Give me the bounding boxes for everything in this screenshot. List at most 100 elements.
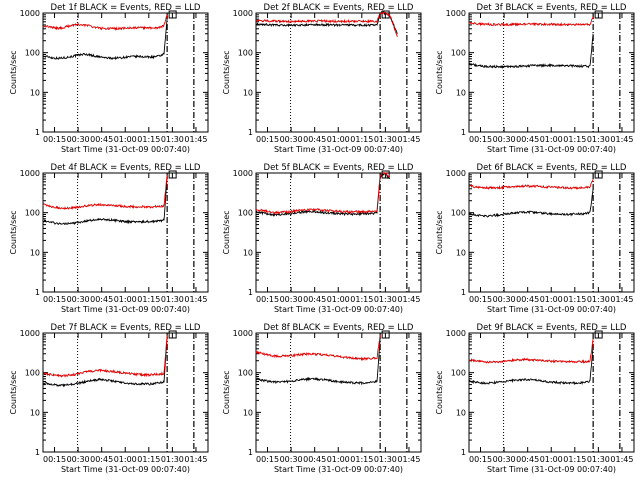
y-axis-label: Counts/sec bbox=[435, 50, 444, 94]
transition-marker-box bbox=[168, 330, 177, 339]
x-tick-label: 01:15 bbox=[137, 455, 160, 464]
y-tick-label: 100 bbox=[25, 369, 40, 378]
x-tick-label: 01:00 bbox=[114, 135, 137, 144]
series-line-lld bbox=[468, 16, 594, 27]
y-tick-label: 1000 bbox=[20, 169, 40, 178]
transition-marker-box bbox=[168, 10, 177, 19]
y-tick-label: 1 bbox=[35, 288, 40, 297]
y-tick-label: 1 bbox=[461, 128, 466, 137]
chart-panel-1: Det 1f BLACK = Events, RED = LLD 1 10 100 10… bbox=[9, 3, 209, 154]
x-tick-label: 00:45 bbox=[303, 135, 326, 144]
y-tick-label: 100 bbox=[451, 369, 466, 378]
x-tick-label: 01:00 bbox=[540, 135, 563, 144]
y-tick-label: 10 bbox=[30, 88, 40, 97]
x-tick-label: 01:15 bbox=[563, 135, 586, 144]
transition-marker-box bbox=[381, 330, 390, 339]
x-axis-label: Start Time (31-Oct-09 00:07:40) bbox=[61, 305, 190, 314]
chart-panel-5: Det 5f BLACK = Events, RED = LLD 1 10 100 10… bbox=[222, 163, 422, 314]
plot-frame bbox=[468, 332, 635, 453]
y-tick-label: 1000 bbox=[446, 329, 466, 338]
series-line-lld bbox=[468, 339, 594, 364]
y-tick-label: 10 bbox=[243, 88, 253, 97]
x-axis-label: Start Time (31-Oct-09 00:07:40) bbox=[487, 305, 616, 314]
series-line-lld bbox=[468, 178, 594, 191]
plot-frame bbox=[42, 332, 209, 453]
y-tick-label: 10 bbox=[456, 248, 466, 257]
series-line-events bbox=[43, 176, 168, 226]
y-axis-label: Counts/sec bbox=[435, 210, 444, 254]
series-line-lld bbox=[255, 11, 398, 38]
chart-panel-6: Det 6f BLACK = Events, RED = LLD 1 10 100 10… bbox=[435, 163, 635, 314]
x-tick-label: 01:30 bbox=[587, 135, 610, 144]
chart-title: Det 3f BLACK = Events, RED = LLD bbox=[477, 3, 627, 13]
x-tick-label: 01:30 bbox=[374, 295, 397, 304]
x-tick-label: 01:30 bbox=[587, 295, 610, 304]
x-tick-label: 00:15 bbox=[256, 135, 279, 144]
x-tick-label: 00:15 bbox=[256, 455, 279, 464]
series-line-events bbox=[468, 344, 594, 386]
x-tick-label: 00:15 bbox=[469, 135, 492, 144]
x-tick-label: 00:30 bbox=[280, 135, 303, 144]
chart-panel-7: Det 7f BLACK = Events, RED = LLD 1 10 100 10… bbox=[9, 323, 209, 474]
x-tick-label: 00:45 bbox=[303, 295, 326, 304]
y-axis-label: Counts/sec bbox=[9, 370, 18, 414]
x-tick-label: 00:30 bbox=[493, 135, 516, 144]
transition-marker-box bbox=[594, 10, 603, 19]
y-tick-label: 1 bbox=[35, 128, 40, 137]
chart-title: Det 6f BLACK = Events, RED = LLD bbox=[477, 163, 627, 173]
y-tick-label: 10 bbox=[243, 248, 253, 257]
y-tick-label: 100 bbox=[238, 369, 253, 378]
x-tick-label: 01:15 bbox=[350, 135, 373, 144]
y-tick-label: 100 bbox=[25, 49, 40, 58]
y-tick-label: 1000 bbox=[233, 9, 253, 18]
x-tick-label: 01:45 bbox=[610, 295, 633, 304]
y-tick-label: 10 bbox=[456, 88, 466, 97]
x-tick-label: 01:45 bbox=[610, 135, 633, 144]
series-line-lld bbox=[255, 334, 381, 362]
y-tick-label: 100 bbox=[451, 209, 466, 218]
y-axis-label: Counts/sec bbox=[9, 50, 18, 94]
x-tick-label: 01:45 bbox=[397, 295, 420, 304]
y-tick-label: 1000 bbox=[446, 169, 466, 178]
x-tick-label: 00:30 bbox=[493, 455, 516, 464]
y-tick-label: 10 bbox=[456, 408, 466, 417]
y-tick-label: 1 bbox=[461, 448, 466, 457]
x-tick-label: 01:00 bbox=[114, 295, 137, 304]
chart-title: Det 1f BLACK = Events, RED = LLD bbox=[51, 3, 201, 13]
series-line-events bbox=[42, 19, 168, 61]
series-line-events bbox=[468, 188, 594, 218]
y-tick-label: 100 bbox=[451, 49, 466, 58]
x-tick-label: 01:15 bbox=[563, 295, 586, 304]
chart-title: Det 7f BLACK = Events, RED = LLD bbox=[51, 323, 201, 333]
chart-panel-4: Det 4f BLACK = Events, RED = LLD 1 10 100 10… bbox=[9, 163, 209, 314]
x-tick-label: 00:30 bbox=[67, 455, 90, 464]
transition-marker-box bbox=[594, 330, 603, 339]
x-tick-label: 00:15 bbox=[43, 135, 66, 144]
x-tick-label: 01:15 bbox=[350, 295, 373, 304]
x-axis-label: Start Time (31-Oct-09 00:07:40) bbox=[487, 145, 616, 154]
y-axis-label: Counts/sec bbox=[222, 50, 231, 94]
transition-marker-box bbox=[594, 170, 603, 179]
x-tick-label: 01:15 bbox=[137, 135, 160, 144]
y-tick-label: 1 bbox=[35, 448, 40, 457]
plot-frame bbox=[468, 12, 635, 133]
x-tick-label: 00:30 bbox=[67, 135, 90, 144]
x-axis-label: Start Time (31-Oct-09 00:07:40) bbox=[61, 465, 190, 474]
x-tick-label: 01:00 bbox=[114, 455, 137, 464]
x-tick-label: 01:45 bbox=[184, 295, 207, 304]
x-tick-label: 00:30 bbox=[67, 295, 90, 304]
x-tick-label: 00:30 bbox=[280, 295, 303, 304]
x-tick-label: 01:00 bbox=[540, 295, 563, 304]
x-axis-label: Start Time (31-Oct-09 00:07:40) bbox=[61, 145, 190, 154]
series-line-events bbox=[468, 33, 594, 69]
chart-title: Det 5f BLACK = Events, RED = LLD bbox=[264, 163, 414, 173]
x-tick-label: 01:45 bbox=[184, 135, 207, 144]
x-tick-label: 00:45 bbox=[90, 455, 113, 464]
x-tick-label: 00:45 bbox=[303, 455, 326, 464]
plot-frame bbox=[42, 172, 209, 293]
x-axis-label: Start Time (31-Oct-09 00:07:40) bbox=[274, 305, 403, 314]
chart-title: Det 9f BLACK = Events, RED = LLD bbox=[477, 323, 627, 333]
x-tick-label: 00:15 bbox=[43, 295, 66, 304]
x-tick-label: 00:45 bbox=[90, 135, 113, 144]
